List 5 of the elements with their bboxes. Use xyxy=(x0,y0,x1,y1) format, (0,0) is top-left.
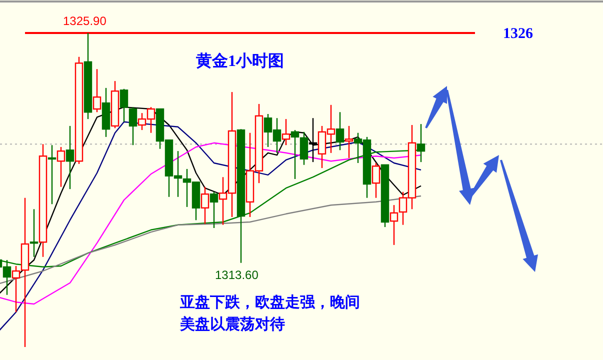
text: 1326 xyxy=(503,26,534,42)
annotation: 亚盘下跌，欧盘走强，晚间美盘以震荡对待 xyxy=(179,294,360,333)
annotation: 1325.90 xyxy=(63,14,107,28)
annotation: 1313.60 xyxy=(215,268,259,282)
text: 黄金1小时图 xyxy=(195,52,284,70)
